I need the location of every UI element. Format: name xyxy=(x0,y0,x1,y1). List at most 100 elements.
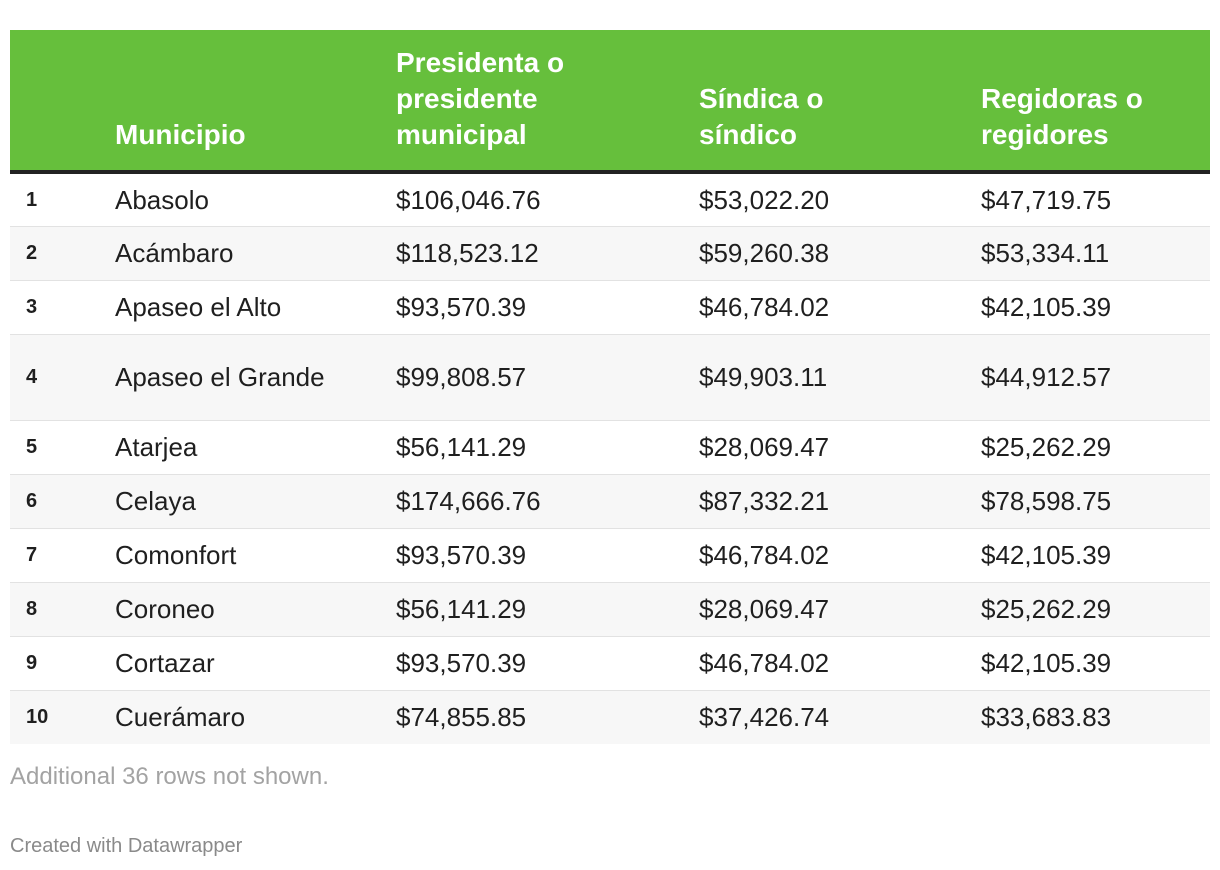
presidente-salary-cell: $93,570.39 xyxy=(396,280,699,335)
regidores-salary-cell: $42,105.39 xyxy=(981,280,1210,335)
rank-cell-text: 4 xyxy=(26,366,38,388)
rank-cell-text: 1 xyxy=(26,188,38,211)
rank-cell: 2 xyxy=(10,226,115,281)
sindico-salary-cell-text: $28,069.47 xyxy=(699,594,830,624)
rank-cell-text: 6 xyxy=(26,490,38,512)
table-row: 4 Apaseo el Grande $99,808.57 $49,903.11 $44… xyxy=(10,334,1210,421)
municipio-cell-text: Cuerámaro xyxy=(115,702,246,733)
table-row: 2 Acámbaro $118,523.12 $59,260.38 $53,334.11 xyxy=(10,226,1210,281)
presidente-salary-cell: $56,141.29 xyxy=(396,420,699,475)
regidores-salary-cell-text: $25,262.29 xyxy=(981,432,1112,462)
rank-cell: 7 xyxy=(10,528,115,583)
regidores-salary-cell: $33,683.83 xyxy=(981,690,1210,744)
rank-cell: 3 xyxy=(10,280,115,335)
regidores-salary-cell-text: $25,262.29 xyxy=(981,594,1112,624)
sindico-salary-cell: $28,069.47 xyxy=(699,420,981,475)
sindico-salary-cell: $46,784.02 xyxy=(699,280,981,335)
municipio-cell: Atarjea xyxy=(115,420,396,475)
municipio-cell-text: Comonfort xyxy=(115,540,237,570)
municipio-cell-text: Atarjea xyxy=(115,432,198,462)
data-table-container: Municipio Presidenta o presidente munici… xyxy=(10,30,1210,744)
sindico-salary-cell-text: $59,260.38 xyxy=(699,238,830,268)
rank-cell: 6 xyxy=(10,474,115,529)
rank-cell-text: 3 xyxy=(26,296,38,318)
sindico-salary-cell: $53,022.20 xyxy=(699,172,981,227)
table-row: 3 Apaseo el Alto $93,570.39 $46,784.02 $42,1… xyxy=(10,280,1210,335)
municipio-cell: Comonfort xyxy=(115,528,396,583)
sindico-salary-cell: $46,784.02 xyxy=(699,636,981,691)
table-row: 8 Coroneo $56,141.29 $28,069.47 $25,262.29 xyxy=(10,582,1210,637)
table-header-row: Municipio Presidenta o presidente munici… xyxy=(10,30,1210,174)
rank-cell-text: 10 xyxy=(26,706,49,729)
rank-cell-text: 8 xyxy=(26,598,38,620)
sindico-salary-cell: $37,426.74 xyxy=(699,690,981,744)
regidores-salary-cell: $47,719.75 xyxy=(981,172,1210,227)
municipio-cell: Apaseo el Grande xyxy=(115,334,396,421)
regidores-salary-cell-text: $42,105.39 xyxy=(981,292,1112,322)
column-header-regidores[interactable]: Regidoras o regidores xyxy=(981,30,1210,174)
regidores-salary-cell-text: $44,912.57 xyxy=(981,362,1112,392)
rank-cell: 1 xyxy=(10,172,115,227)
presidente-salary-cell: $93,570.39 xyxy=(396,636,699,691)
regidores-salary-cell: $44,912.57 xyxy=(981,334,1210,421)
municipio-cell-text: Coroneo xyxy=(115,594,215,624)
presidente-salary-cell: $118,523.12 xyxy=(396,226,699,281)
column-header-sindico[interactable]: Síndica o síndico xyxy=(699,30,981,174)
municipio-cell: Cuerámaro xyxy=(115,690,396,744)
sindico-salary-cell: $28,069.47 xyxy=(699,582,981,637)
municipio-cell: Coroneo xyxy=(115,582,396,637)
municipio-cell-text: Apaseo el Grande xyxy=(115,362,325,392)
presidente-salary-cell: $106,046.76 xyxy=(396,172,699,227)
sindico-salary-cell-text: $49,903.11 xyxy=(699,362,828,392)
municipio-cell-text: Apaseo el Alto xyxy=(115,292,282,322)
municipio-cell-text: Cortazar xyxy=(115,648,215,678)
presidente-salary-cell-text: $174,666.76 xyxy=(396,486,541,516)
rank-cell-text: 5 xyxy=(26,436,38,458)
rank-cell: 10 xyxy=(10,690,115,744)
table-row: 7 Comonfort $93,570.39 $46,784.02 $42,105.39 xyxy=(10,528,1210,583)
column-header-rank[interactable] xyxy=(10,30,115,174)
presidente-salary-cell-text: $93,570.39 xyxy=(396,540,527,570)
table-row: 1 Abasolo $106,046.76 $53,022.20 $47,719.75 xyxy=(10,172,1210,227)
sindico-salary-cell: $49,903.11 xyxy=(699,334,981,421)
regidores-salary-cell-text: $42,105.39 xyxy=(981,648,1112,678)
table-body: 1 Abasolo $106,046.76 $53,022.20 $47,719.75 2… xyxy=(10,172,1210,744)
regidores-salary-cell: $42,105.39 xyxy=(981,528,1210,583)
rank-cell-text: 2 xyxy=(26,242,38,264)
presidente-salary-cell-text: $56,141.29 xyxy=(396,432,527,462)
regidores-salary-cell-text: $53,334.11 xyxy=(981,238,1110,268)
column-header-presidente[interactable]: Presidenta o presidente municipal xyxy=(396,30,699,174)
regidores-salary-cell: $42,105.39 xyxy=(981,636,1210,691)
sindico-salary-cell: $46,784.02 xyxy=(699,528,981,583)
sindico-salary-cell-text: $87,332.21 xyxy=(699,486,830,516)
municipio-cell: Apaseo el Alto xyxy=(115,280,396,335)
municipio-cell: Cortazar xyxy=(115,636,396,691)
sindico-salary-cell-text: $46,784.02 xyxy=(699,648,830,678)
table-row: 10 Cuerámaro $74,855.85 $37,426.74 $33,683.8… xyxy=(10,690,1210,744)
table-notes: Additional 36 rows not shown. xyxy=(10,763,329,790)
municipio-cell-text: Acámbaro xyxy=(115,238,234,268)
presidente-salary-cell-text: $93,570.39 xyxy=(396,292,527,322)
presidente-salary-cell: $74,855.85 xyxy=(396,690,699,744)
table-row: 9 Cortazar $93,570.39 $46,784.02 $42,105.39 xyxy=(10,636,1210,691)
sindico-salary-cell-text: $28,069.47 xyxy=(699,432,830,462)
regidores-salary-cell: $78,598.75 xyxy=(981,474,1210,529)
municipio-cell: Celaya xyxy=(115,474,396,529)
sindico-salary-cell-text: $37,426.74 xyxy=(699,702,830,733)
municipio-cell-text: Abasolo xyxy=(115,184,209,215)
table-row: 5 Atarjea $56,141.29 $28,069.47 $25,262.29 xyxy=(10,420,1210,475)
rank-cell-text: 9 xyxy=(26,652,38,674)
regidores-salary-cell-text: $42,105.39 xyxy=(981,540,1112,570)
presidente-salary-cell: $174,666.76 xyxy=(396,474,699,529)
rank-cell: 9 xyxy=(10,636,115,691)
regidores-salary-cell-text: $47,719.75 xyxy=(981,184,1112,215)
municipio-cell-text: Celaya xyxy=(115,486,196,516)
column-header-municipio[interactable]: Municipio xyxy=(115,30,396,174)
sindico-salary-cell: $59,260.38 xyxy=(699,226,981,281)
presidente-salary-cell-text: $106,046.76 xyxy=(396,184,541,215)
regidores-salary-cell-text: $78,598.75 xyxy=(981,486,1112,516)
presidente-salary-cell-text: $118,523.12 xyxy=(396,238,539,268)
sindico-salary-cell-text: $46,784.02 xyxy=(699,540,830,570)
regidores-salary-cell: $25,262.29 xyxy=(981,582,1210,637)
presidente-salary-cell-text: $99,808.57 xyxy=(396,362,527,392)
